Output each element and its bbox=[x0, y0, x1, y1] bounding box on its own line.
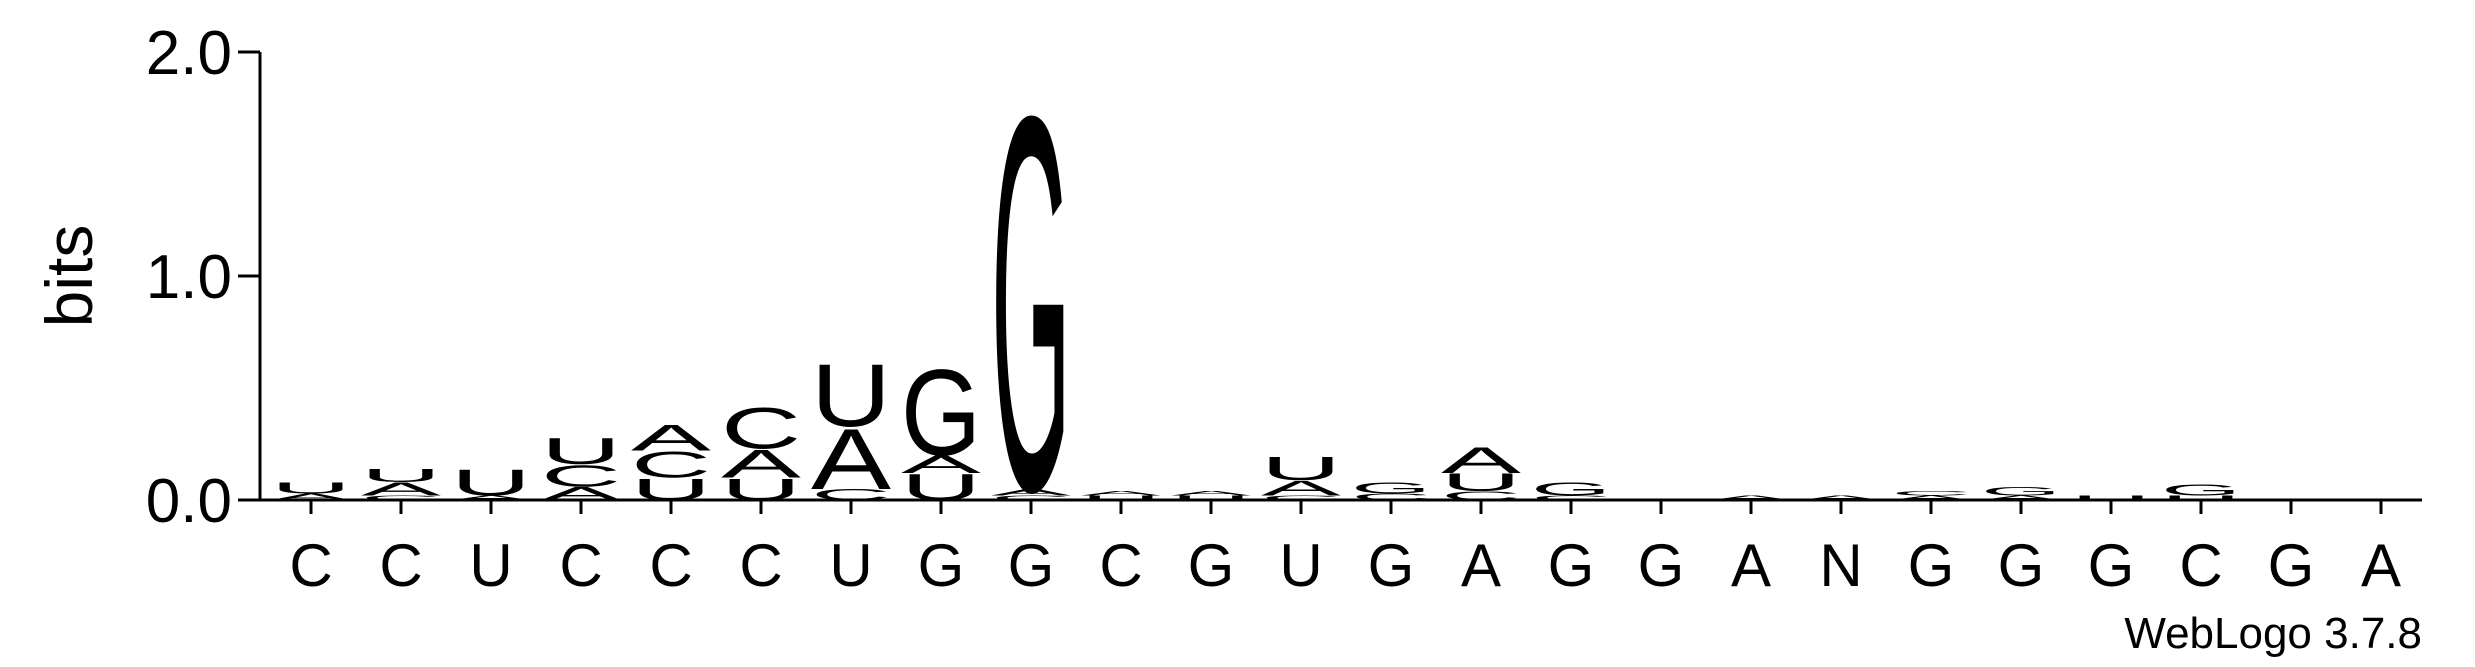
x-tick-label: N bbox=[1819, 532, 1862, 599]
x-tick-label: C bbox=[289, 532, 332, 599]
logo-letter: A bbox=[721, 442, 801, 487]
x-tick-label: G bbox=[1008, 532, 1055, 599]
x-tick-label: G bbox=[1908, 532, 1955, 599]
x-tick-label: C bbox=[379, 532, 422, 599]
x-tick-label: C bbox=[559, 532, 602, 599]
logo-letter: U bbox=[1081, 495, 1161, 502]
logo-letter: A bbox=[1261, 476, 1342, 500]
x-tick-label: G bbox=[1368, 532, 1415, 599]
x-tick-label: G bbox=[1638, 532, 1685, 599]
logo-letter: C bbox=[1531, 495, 1611, 502]
x-tick-label: G bbox=[2268, 532, 2315, 599]
logo-letter: G bbox=[1531, 479, 1611, 500]
y-tick-label: 1.0 bbox=[146, 243, 232, 312]
logo-letter: G bbox=[1351, 480, 1431, 497]
logo-letter: U bbox=[2161, 495, 2241, 502]
logo-letter: C bbox=[541, 459, 621, 493]
logo-letter: U bbox=[811, 346, 891, 446]
logo-letter: C bbox=[1891, 490, 1971, 497]
logo-letter: C bbox=[361, 495, 441, 502]
logo-letter: U bbox=[1261, 449, 1341, 487]
x-tick-label: G bbox=[1998, 532, 2045, 599]
logo-letter: A bbox=[541, 484, 621, 505]
logo-letter: A bbox=[901, 451, 982, 478]
logo-letter: C bbox=[631, 444, 711, 485]
x-tick-label: C bbox=[1099, 532, 1142, 599]
logo-letter: A bbox=[1711, 495, 1792, 502]
logo-letter: A bbox=[1801, 495, 1882, 502]
logo-letter: U bbox=[1171, 495, 1251, 502]
x-tick-label: U bbox=[1279, 532, 1322, 599]
logo-letter: C bbox=[991, 495, 1071, 502]
logo-letter: A bbox=[1891, 495, 1972, 502]
logo-letter: U bbox=[631, 472, 711, 506]
logo-letter: G bbox=[991, 5, 1071, 603]
logo-letter: A bbox=[1441, 440, 1522, 481]
x-tick-label: U bbox=[469, 532, 512, 599]
logo-letter: C bbox=[1261, 495, 1341, 502]
x-tick-label: C bbox=[739, 532, 782, 599]
logo-letter: A bbox=[631, 417, 712, 458]
logo-letter: U bbox=[2071, 495, 2151, 502]
x-tick-label: G bbox=[1188, 532, 1235, 599]
y-tick-label: 0.0 bbox=[146, 467, 232, 536]
y-axis-label: bits bbox=[32, 225, 106, 328]
logo-letter: G bbox=[2161, 482, 2241, 499]
logo-letter: G bbox=[901, 344, 981, 481]
x-tick-label: G bbox=[1548, 532, 1595, 599]
logo-letter: A bbox=[991, 487, 1072, 497]
logo-letter: A bbox=[1171, 490, 1252, 497]
logo-letter: A bbox=[451, 495, 532, 502]
logo-letter: G bbox=[1981, 485, 2061, 499]
x-tick-label: A bbox=[1461, 532, 1501, 599]
x-tick-label: G bbox=[918, 532, 965, 599]
x-tick-label: C bbox=[2179, 532, 2222, 599]
logo-letter: C bbox=[1441, 489, 1521, 503]
logo-letter: A bbox=[811, 411, 892, 507]
x-tick-label: U bbox=[829, 532, 872, 599]
y-tick-label: 2.0 bbox=[146, 19, 232, 88]
x-tick-label: A bbox=[2361, 532, 2401, 599]
logo-letter: A bbox=[1081, 490, 1162, 497]
logo-letter: U bbox=[721, 472, 801, 506]
logo-letter: C bbox=[1351, 492, 1431, 502]
logo-letter: A bbox=[1981, 495, 2062, 502]
logo-letter: U bbox=[1441, 469, 1521, 496]
logo-letter: A bbox=[271, 492, 352, 502]
logo-letter: U bbox=[901, 467, 981, 508]
logo-letter: U bbox=[451, 462, 531, 503]
x-tick-label: G bbox=[2088, 532, 2135, 599]
logo-letter: U bbox=[361, 466, 441, 487]
logo-letter: A bbox=[361, 479, 441, 500]
logo-letter: U bbox=[271, 480, 351, 497]
x-tick-label: C bbox=[649, 532, 692, 599]
x-tick-label: A bbox=[1731, 532, 1771, 599]
logo-letter: C bbox=[811, 486, 891, 503]
logo-letter: C bbox=[721, 396, 801, 461]
logo-letter: U bbox=[541, 431, 621, 472]
footer: WebLogo 3.7.8 bbox=[2124, 609, 2422, 658]
